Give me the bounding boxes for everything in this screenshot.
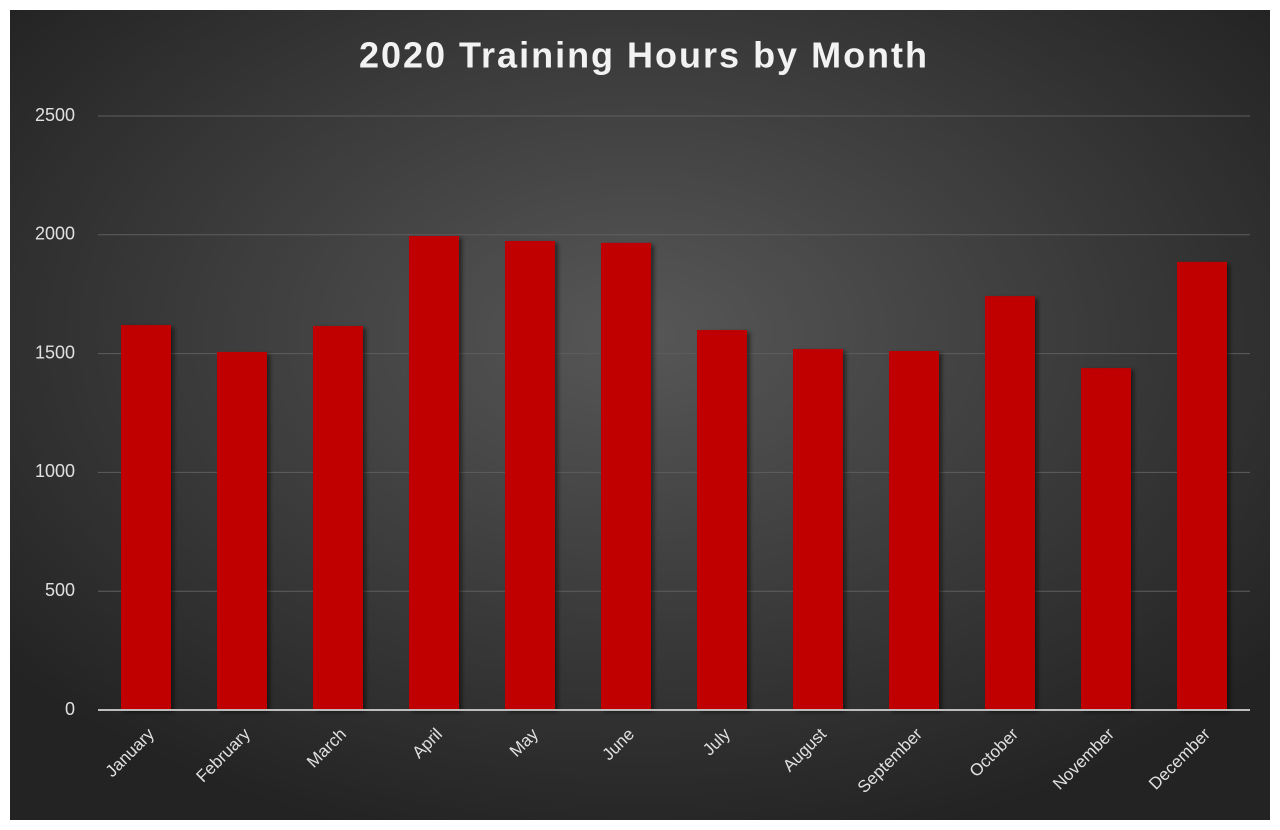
bar xyxy=(313,326,363,710)
y-tick-label: 1500 xyxy=(35,342,75,362)
bar xyxy=(793,349,843,710)
y-tick-label: 2500 xyxy=(35,105,75,125)
bar xyxy=(1177,261,1227,710)
bar xyxy=(1081,368,1131,710)
bar xyxy=(505,240,555,710)
bar xyxy=(409,235,459,710)
bar xyxy=(601,242,651,710)
y-tick-label: 0 xyxy=(65,699,75,719)
y-tick-label: 2000 xyxy=(35,224,75,244)
y-tick-label: 500 xyxy=(45,580,75,600)
bar xyxy=(985,296,1035,710)
bar xyxy=(217,351,267,710)
bar xyxy=(889,350,939,710)
y-tick-label: 1000 xyxy=(35,461,75,481)
bar xyxy=(697,330,747,710)
chart-title: 2020 Training Hours by Month xyxy=(359,35,929,76)
bar xyxy=(121,325,171,710)
